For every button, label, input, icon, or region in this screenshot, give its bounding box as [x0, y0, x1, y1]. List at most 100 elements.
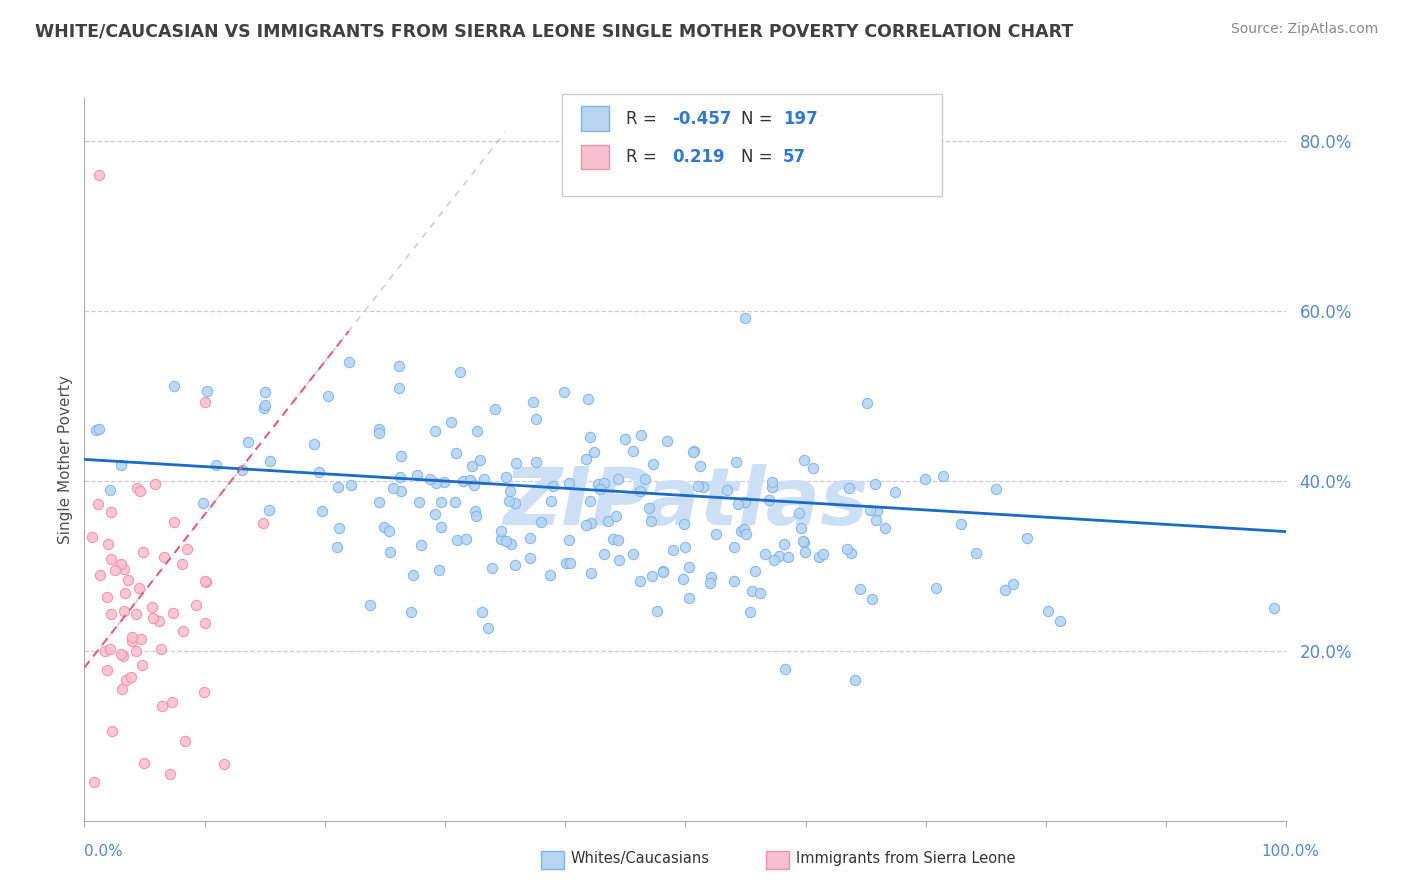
Point [578, 430, 600, 444]
Point [458, 473, 481, 487]
Point [641, 568, 664, 582]
Point [100, 607, 122, 622]
Point [195, 384, 218, 398]
Point [692, 480, 714, 494]
Point [793, 534, 815, 549]
Point [163, 379, 186, 393]
Point [128, 484, 150, 499]
Point [925, 582, 948, 596]
Point [839, 546, 862, 560]
Point [252, 516, 274, 530]
Point [811, 547, 834, 561]
Point [114, 586, 136, 600]
Point [112, 648, 135, 663]
Point [596, 514, 619, 528]
Point [541, 478, 564, 492]
Text: WHITE/CAUCASIAN VS IMMIGRANTS FROM SIERRA LEONE SINGLE MOTHER POVERTY CORRELATIO: WHITE/CAUCASIAN VS IMMIGRANTS FROM SIERR… [35, 22, 1073, 40]
Point [638, 500, 661, 515]
Point [651, 566, 673, 580]
Point [408, 495, 430, 509]
Point [409, 538, 432, 552]
Point [474, 472, 496, 486]
Point [994, 582, 1017, 597]
Point [484, 401, 506, 416]
Point [503, 558, 526, 573]
Point [499, 484, 522, 499]
Point [716, 483, 738, 497]
Point [425, 475, 447, 490]
Point [856, 396, 879, 410]
Point [446, 446, 468, 460]
Point [160, 695, 183, 709]
Point [145, 477, 167, 491]
Point [643, 457, 665, 471]
Point [443, 495, 465, 509]
Point [914, 472, 936, 486]
Point [875, 521, 897, 535]
Point [682, 443, 704, 458]
Text: N =: N = [741, 110, 778, 128]
Point [614, 432, 637, 446]
Point [129, 632, 152, 647]
Point [773, 662, 796, 676]
Point [844, 673, 866, 687]
Point [763, 553, 786, 567]
Point [522, 395, 544, 409]
Text: 100.0%: 100.0% [1261, 845, 1319, 859]
Point [789, 520, 811, 534]
Point [1263, 601, 1285, 615]
Point [259, 454, 281, 468]
Point [607, 472, 630, 486]
Point [661, 543, 683, 558]
Text: 57: 57 [783, 148, 806, 166]
Point [170, 558, 193, 572]
Point [141, 600, 163, 615]
Point [640, 514, 662, 528]
Point [652, 565, 675, 579]
Point [204, 458, 226, 472]
Point [498, 494, 520, 508]
Point [593, 547, 616, 561]
Point [172, 624, 194, 638]
Point [368, 422, 391, 436]
Point [588, 482, 610, 496]
Point [621, 547, 644, 561]
Point [142, 610, 165, 624]
Point [104, 563, 127, 577]
Point [465, 509, 488, 524]
Point [87, 422, 110, 436]
Point [134, 756, 156, 771]
Text: 197: 197 [783, 110, 818, 128]
Point [82, 530, 104, 544]
Point [125, 607, 148, 622]
Point [863, 477, 886, 491]
Point [576, 392, 599, 406]
Point [311, 504, 333, 518]
Text: Immigrants from Sierra Leone: Immigrants from Sierra Leone [796, 852, 1015, 866]
Point [150, 642, 173, 657]
Point [471, 605, 494, 619]
Point [463, 478, 485, 492]
Point [489, 524, 512, 538]
Point [425, 424, 447, 438]
Point [86, 423, 108, 437]
Point [194, 615, 217, 630]
Point [575, 518, 598, 533]
Point [657, 434, 679, 449]
Point [96, 663, 118, 677]
Point [950, 516, 973, 531]
Point [302, 437, 325, 451]
Point [758, 492, 780, 507]
Point [524, 411, 547, 425]
Text: 0.0%: 0.0% [84, 845, 124, 859]
Point [835, 542, 858, 557]
Point [524, 454, 547, 468]
Point [150, 698, 173, 713]
Point [419, 472, 441, 486]
Point [607, 533, 630, 547]
Point [558, 533, 581, 547]
Point [744, 564, 766, 578]
Point [97, 537, 120, 551]
Point [754, 548, 776, 562]
Point [582, 445, 605, 459]
